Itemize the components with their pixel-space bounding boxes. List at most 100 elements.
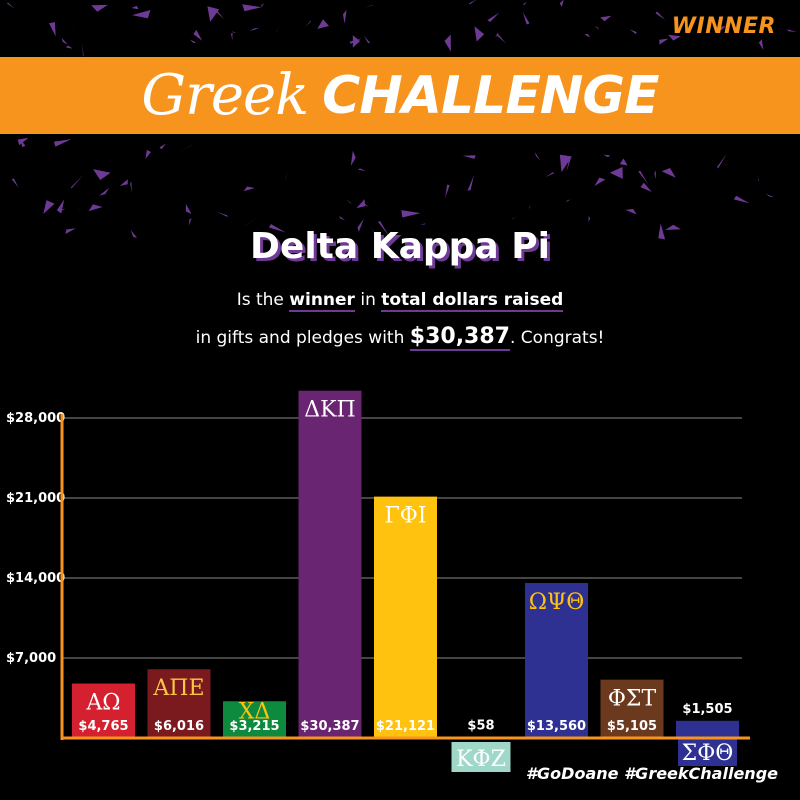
announcement-line-1: Is the winner in total dollars raised [0, 290, 800, 312]
letter-plate [451, 742, 511, 772]
confetti-piece [535, 152, 541, 161]
confetti-piece [640, 182, 652, 192]
confetti-piece [715, 25, 726, 31]
confetti-piece [98, 160, 101, 175]
confetti-piece [159, 143, 167, 150]
confetti-piece [93, 169, 111, 180]
line1-winner: winner [289, 290, 355, 312]
confetti-piece [496, 32, 507, 44]
confetti-piece [144, 175, 146, 180]
confetti-piece [462, 155, 476, 159]
confetti-piece [600, 15, 612, 22]
confetti-piece [243, 186, 255, 192]
confetti-piece [420, 223, 426, 225]
confetti-piece [758, 39, 764, 51]
confetti-piece [545, 171, 554, 177]
value-label: $6,016 [154, 719, 204, 734]
value-label: $3,215 [229, 719, 279, 734]
confetti-piece [17, 137, 29, 146]
confetti-piece [559, 0, 564, 7]
confetti-piece [672, 18, 677, 23]
confetti-piece [357, 218, 364, 232]
value-label: $5,105 [607, 719, 657, 734]
category-label: ΧΔ [239, 699, 271, 724]
title-banner [0, 57, 800, 134]
confetti-piece [11, 178, 19, 188]
confetti-piece [43, 200, 55, 214]
confetti-piece [522, 1, 527, 5]
confetti-piece [91, 4, 108, 12]
confetti-piece [444, 34, 451, 52]
confetti-piece [56, 199, 65, 214]
confetti-piece [190, 39, 196, 44]
y-tick-label: $21,000 [6, 491, 65, 506]
line1-pre: Is the [236, 290, 290, 310]
confetti-piece [88, 204, 103, 212]
confetti-piece [522, 12, 530, 25]
confetti-piece [619, 158, 628, 166]
line1-total: total dollars raised [381, 290, 564, 312]
confetti-decoration [7, 0, 797, 240]
confetti-piece [584, 34, 591, 38]
confetti-piece [363, 35, 371, 44]
bar [676, 720, 739, 738]
line2-amount: $30,387 [409, 324, 510, 351]
confetti-piece [185, 204, 192, 214]
confetti-piece [559, 154, 572, 173]
confetti-piece [658, 223, 666, 240]
confetti-piece [588, 216, 591, 222]
confetti-piece [528, 204, 531, 209]
confetti-piece [343, 9, 347, 24]
confetti-piece [193, 29, 203, 41]
value-label: $58 [467, 718, 494, 733]
line2-pre: in gifts and pledges with [195, 328, 410, 348]
category-label: ΑΠΕ [152, 676, 204, 701]
confetti-piece [49, 22, 56, 37]
bar [147, 669, 211, 738]
confetti-piece [765, 193, 774, 198]
confetti-piece [733, 195, 750, 204]
category-label: ΣΦΘ [682, 741, 734, 766]
confetti-piece [132, 10, 151, 19]
confetti-piece [61, 37, 68, 45]
confetti-piece [565, 199, 571, 203]
confetti-piece [474, 26, 485, 42]
confetti-piece [757, 175, 760, 182]
confetti-piece [668, 34, 681, 41]
confetti-piece [69, 27, 75, 31]
bar [525, 583, 588, 738]
confetti-piece [131, 5, 139, 10]
value-label: $13,560 [527, 719, 586, 734]
bar [223, 701, 286, 738]
banner-title: Greek CHALLENGE [0, 57, 800, 134]
value-label: $4,765 [78, 719, 128, 734]
confetti-piece [469, 0, 476, 5]
confetti-piece [370, 225, 378, 240]
y-tick-label: $7,000 [6, 651, 56, 666]
confetti-piece [487, 12, 500, 22]
confetti-piece [339, 216, 346, 221]
category-label: ΩΨΘ [529, 590, 585, 615]
line2-post: . Congrats! [509, 328, 605, 348]
confetti-piece [654, 170, 656, 180]
confetti-piece [249, 28, 260, 31]
y-tick-label: $14,000 [6, 571, 65, 586]
confetti-piece [99, 187, 110, 196]
confetti-piece [603, 154, 611, 158]
category-label: ΦΣΤ [608, 687, 657, 712]
confetti-piece [364, 4, 374, 8]
confetti-piece [356, 199, 366, 209]
confetti-piece [594, 177, 606, 187]
confetti-piece [130, 181, 133, 193]
confetti-piece [217, 211, 228, 218]
category-label: ΚΦΖ [456, 747, 506, 772]
confetti-piece [784, 0, 787, 1]
confetti-piece [787, 29, 797, 32]
confetti-piece [655, 11, 666, 20]
confetti-piece [215, 8, 225, 20]
confetti-piece [629, 29, 637, 35]
title-caps: CHALLENGE [322, 65, 659, 126]
confetti-piece [467, 175, 474, 191]
letter-plate [678, 736, 737, 766]
